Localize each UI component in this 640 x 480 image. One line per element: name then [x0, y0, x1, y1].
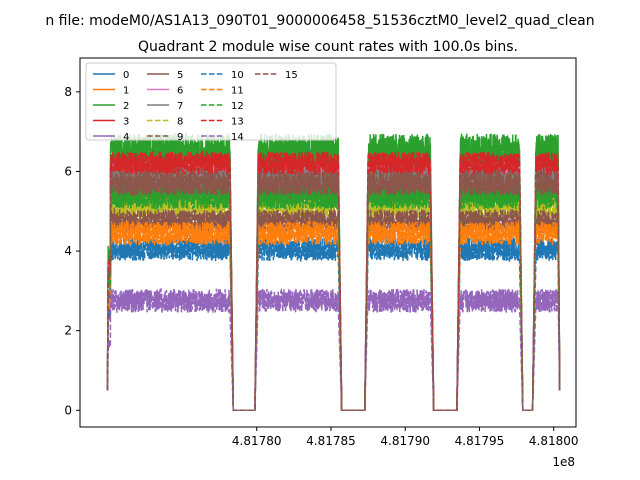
y-tick-label: 4	[64, 244, 72, 258]
x-tick-label: 4.81785	[306, 434, 356, 448]
x-offset-label: 1e8	[552, 455, 575, 469]
legend-label: 0	[123, 70, 129, 81]
chart-title: Quadrant 2 module wise count rates with …	[138, 39, 518, 55]
legend-label: 14	[231, 132, 244, 143]
legend-label: 12	[231, 101, 244, 112]
legend-label: 4	[123, 132, 129, 143]
y-tick-label: 2	[64, 324, 72, 338]
y-tick-label: 6	[64, 164, 72, 178]
series-line	[106, 219, 561, 412]
series-line	[106, 169, 561, 412]
legend-label: 2	[123, 101, 129, 112]
x-tick-label: 4.81780	[232, 434, 282, 448]
legend-label: 7	[177, 101, 183, 112]
legend-label: 11	[231, 86, 244, 97]
legend-label: 3	[123, 117, 129, 128]
legend-label: 5	[177, 70, 183, 81]
legend-label: 6	[177, 86, 183, 97]
legend-label: 13	[231, 117, 244, 128]
x-axis: 4.81780 4.81785 4.81790 4.81795 4.81800	[232, 427, 579, 448]
legend-label: 10	[231, 70, 244, 81]
series-line	[106, 235, 561, 412]
series-line	[106, 193, 561, 412]
plot-lines	[106, 132, 561, 412]
legend-label: 1	[123, 86, 129, 97]
series-line	[106, 149, 561, 412]
plot-frame	[79, 57, 577, 428]
series-line	[106, 287, 561, 412]
legend-label: 15	[285, 70, 298, 81]
y-tick-label: 8	[64, 85, 72, 99]
legend-label: 9	[177, 132, 183, 143]
y-axis: 0 2 4 6 8	[64, 85, 80, 417]
x-tick-label: 4.81795	[455, 434, 505, 448]
y-tick-label: 0	[64, 403, 72, 417]
x-tick-label: 4.81800	[529, 434, 579, 448]
figure-suptitle: n file: modeM0/AS1A13_090T01_9000006458_…	[45, 13, 594, 29]
legend-label: 8	[177, 117, 183, 128]
series-line	[106, 184, 561, 412]
x-tick-label: 4.81790	[380, 434, 430, 448]
